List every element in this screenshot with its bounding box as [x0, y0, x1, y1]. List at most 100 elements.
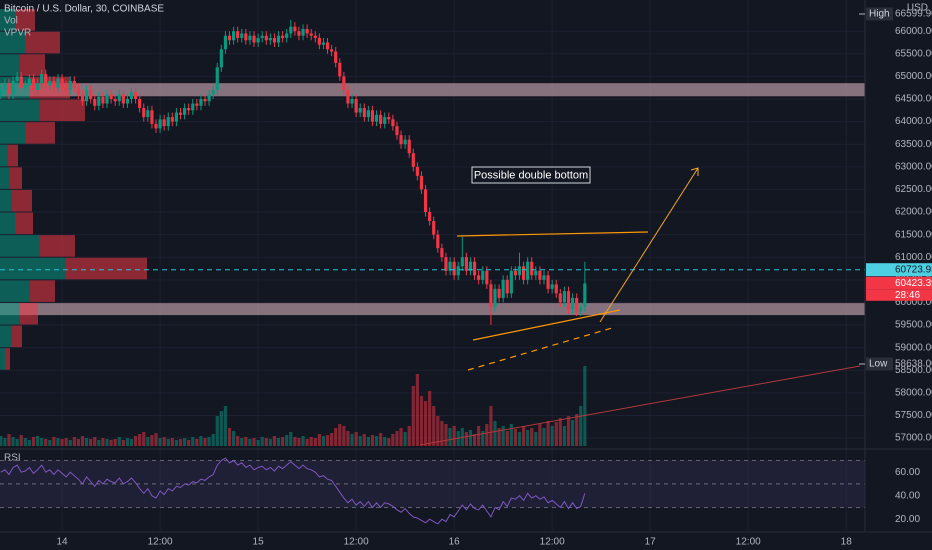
candle-body	[321, 42, 326, 45]
alert-price-label-bg	[866, 263, 932, 277]
candle-body	[554, 284, 558, 294]
candle-body	[207, 94, 211, 102]
candle-body	[558, 293, 562, 303]
volume-bar	[407, 426, 411, 446]
volume-bar	[76, 439, 81, 446]
volume-bar	[35, 436, 40, 446]
volume-bar	[301, 436, 305, 446]
rsi-tick-label: 60.00	[895, 467, 920, 478]
indicator-label: RSI	[4, 453, 21, 464]
candle-body	[113, 99, 117, 102]
volume-bar	[395, 431, 399, 446]
candle-body	[264, 35, 268, 41]
y-tick-label: 60000.00	[895, 297, 932, 308]
candle-body	[293, 26, 297, 32]
candle-body	[407, 139, 411, 154]
volume-bar	[509, 424, 513, 446]
volume-bar	[84, 438, 89, 446]
candle-body	[256, 37, 260, 43]
candle-body	[260, 35, 264, 38]
volume-bar	[72, 437, 76, 446]
vpvr-down	[10, 167, 22, 189]
y-tick-label: 65000.00	[895, 71, 932, 82]
vpvr-up	[0, 54, 20, 76]
volume-bar	[105, 439, 109, 446]
x-tick-label: 14	[57, 537, 69, 548]
candle-body	[464, 257, 468, 271]
volume-bar	[223, 406, 228, 446]
candle-body	[109, 94, 113, 100]
candle-body	[72, 80, 76, 88]
candle-body	[423, 189, 428, 213]
indicator-label: Vol	[4, 16, 18, 27]
candle-body	[219, 49, 223, 68]
volume-bar	[117, 437, 121, 446]
volume-bar	[129, 439, 134, 446]
candle-body	[399, 135, 403, 145]
volume-bar	[215, 416, 219, 446]
volume-bar	[297, 438, 301, 446]
vpvr-down	[40, 99, 85, 122]
candle-body	[142, 108, 146, 118]
volume-bar	[325, 435, 330, 446]
candle-body	[129, 92, 134, 100]
x-tick-label: 12:00	[148, 537, 173, 548]
volume-bar	[248, 439, 252, 446]
candle-body	[301, 28, 305, 36]
vpvr-up	[0, 302, 20, 325]
y-tick-label: 65500.00	[895, 48, 932, 59]
y-tick-label: 62000.00	[895, 207, 932, 218]
volume-bar	[358, 436, 362, 446]
volume-bar	[40, 438, 44, 446]
volume-bar	[321, 436, 326, 446]
volume-bar	[64, 438, 68, 446]
trend-line	[456, 231, 649, 237]
candle-body	[436, 234, 440, 249]
volume-bar	[468, 430, 473, 446]
volume-bar	[31, 437, 36, 446]
candle-body	[158, 119, 162, 129]
volume-bar	[240, 438, 244, 446]
vpvr-up	[0, 235, 40, 257]
volume-bar	[513, 429, 518, 446]
volume-bar	[154, 433, 158, 446]
volume-bar	[342, 426, 346, 446]
vpvr-down	[65, 257, 147, 280]
volume-bar	[566, 416, 571, 446]
candle-body	[121, 94, 125, 104]
volume-bar	[309, 437, 313, 446]
candle-body	[89, 89, 93, 100]
vpvr-down	[12, 325, 22, 348]
volume-bar	[428, 391, 432, 446]
plot-layer	[0, 19, 865, 525]
volume-bar	[575, 414, 579, 446]
volume-bar	[191, 437, 195, 446]
candle-body	[481, 270, 485, 280]
volume-bar	[178, 439, 183, 446]
candle-body	[334, 51, 338, 63]
rsi-tick-label: 20.00	[895, 514, 920, 525]
candle-body	[346, 89, 350, 104]
volume-bar	[562, 426, 567, 446]
candle-body	[309, 33, 313, 36]
candle-body	[227, 35, 232, 41]
volume-bar	[379, 433, 383, 446]
candle-body	[203, 99, 207, 102]
candle-body	[497, 288, 501, 298]
volume-bar	[411, 386, 415, 446]
volume-bar	[60, 439, 64, 446]
candle-body	[362, 108, 366, 118]
volume-bar	[477, 426, 481, 446]
labels-layer: 57000.00 57500.00 58000.00 58500.00 59000.00…	[57, 7, 932, 548]
volume-bar	[207, 437, 211, 446]
vpvr-up	[0, 99, 40, 122]
x-tick-label: 16	[449, 537, 461, 548]
candle-body	[452, 261, 456, 276]
volume-bar	[7, 434, 11, 446]
candle-body	[178, 112, 183, 115]
candle-body	[150, 110, 154, 124]
volume-bar	[285, 435, 289, 446]
candle-body	[0, 89, 3, 95]
volume-bar	[97, 440, 101, 446]
symbol-title: Bitcoin / U.S. Dollar, 30, COINBASE	[4, 4, 164, 15]
